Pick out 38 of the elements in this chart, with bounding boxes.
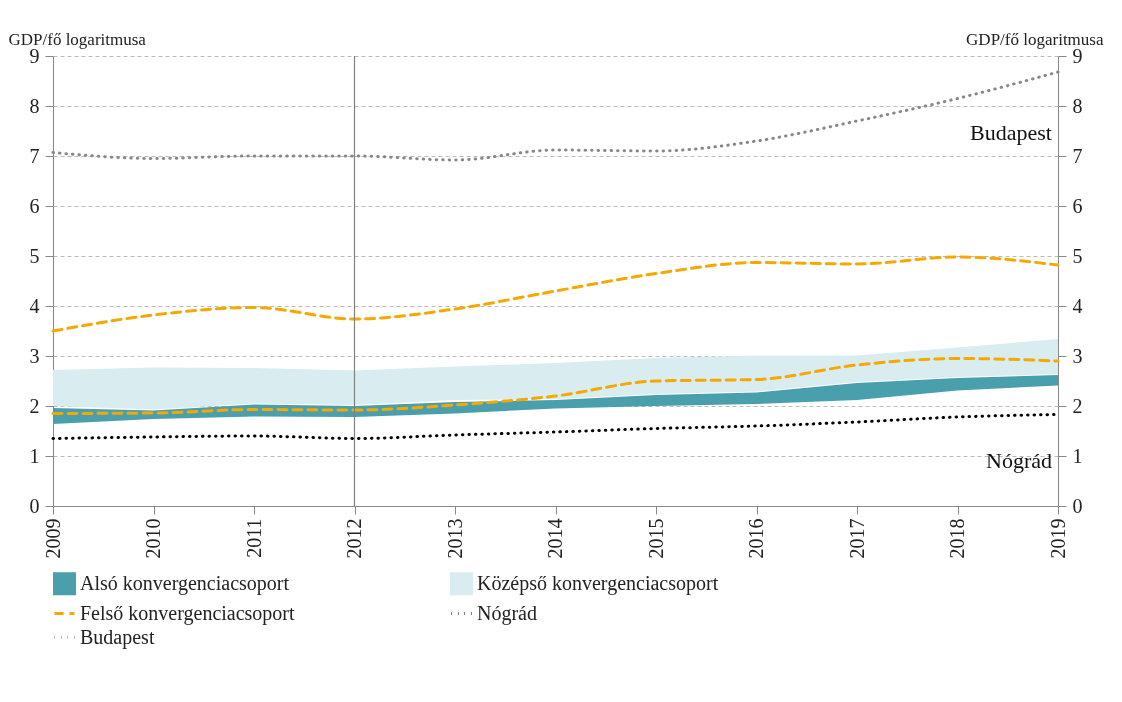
x-tick-label: 2016 [745,518,767,559]
line-series [51,357,1060,415]
legend-label: Középső konvergenciacsoport [477,571,719,595]
y2-tick-label: 7 [1072,144,1083,167]
y-tick-label: 8 [29,94,40,117]
y-tick-label: 3 [29,344,40,367]
y2-tick-label: 0 [1072,494,1083,517]
x-tick-label: 2018 [946,518,968,559]
annotation: Nógrád [986,448,1052,473]
y-tick-label: 6 [29,194,40,217]
legend-label: Felső konvergenciacsoport [80,601,296,625]
y2-tick-label: 2 [1072,394,1083,417]
y2-tick-label: 5 [1072,244,1083,267]
line-series [51,255,1060,333]
y-tick-label: 2 [29,394,40,417]
x-tick-label: 2019 [1046,518,1069,559]
x-tick-label: 2009 [41,518,64,559]
x-tick-label: 2011 [242,518,265,558]
y-tick-label: 0 [29,494,40,517]
y-tick-label: 5 [29,244,40,267]
y-tick-label: 1 [29,444,40,467]
y2-tick-label: 8 [1072,94,1083,117]
x-tick-label: 2015 [644,518,667,559]
y2-tick-label: 6 [1072,194,1083,217]
x-tick-label: 2012 [343,518,365,559]
x-tick-label: 2017 [845,518,868,559]
x-tick-label: 2013 [443,518,466,559]
y-tick-label: 4 [29,294,40,317]
annotation: Budapest [970,119,1052,145]
y-tick-label: 7 [29,144,40,167]
x-tick-label: 2014 [544,518,566,559]
x-tick-label: 2010 [142,518,164,559]
y2-tick-label: 3 [1072,344,1083,367]
legend-label: Alsó konvergenciacsoport [80,571,290,595]
legend-label: Nógrád [477,601,537,625]
legend-label: Budapest [80,625,155,649]
y2-tick-label: 4 [1072,294,1083,317]
y2-tick-label: 1 [1072,444,1083,467]
